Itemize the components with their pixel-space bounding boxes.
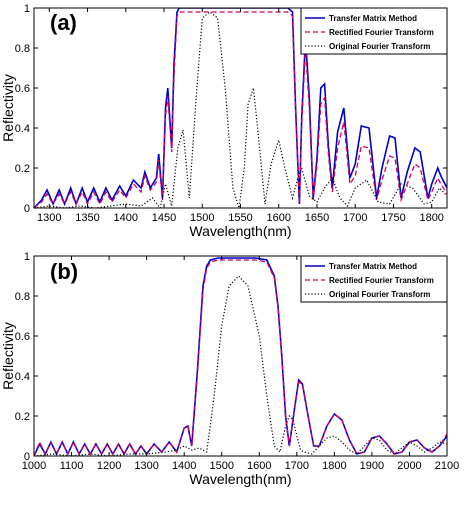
y-tick-label: 0 xyxy=(24,203,30,215)
y-axis-label: Reflectivity xyxy=(0,74,16,142)
x-tick-label: 1300 xyxy=(37,212,61,224)
y-axis-label: Reflectivity xyxy=(0,322,16,390)
legend: Transfer Matrix Method Rectified Fourier … xyxy=(300,7,448,55)
y-tick-label: 1 xyxy=(24,3,30,15)
legend-box xyxy=(300,7,448,55)
y-tick-label: 0.8 xyxy=(15,43,30,55)
y-tick-label: 0.6 xyxy=(15,83,30,95)
x-tick-label: 2000 xyxy=(397,460,421,472)
x-tick-label: 1350 xyxy=(75,212,99,224)
y-tick-label: 0.4 xyxy=(15,123,30,135)
x-tick-label: 1600 xyxy=(247,460,271,472)
y-tick-label: 0.4 xyxy=(15,371,30,383)
x-tick-label: 1200 xyxy=(97,460,121,472)
series-line-3 xyxy=(34,275,447,456)
x-tick-label: 1700 xyxy=(343,212,367,224)
x-tick-label: 1400 xyxy=(172,460,196,472)
y-tick-label: 0.6 xyxy=(15,331,30,343)
x-tick-label: 1800 xyxy=(322,460,346,472)
legend-entry-3: Original Fourier Transform xyxy=(329,290,430,299)
x-tick-label: 1000 xyxy=(22,460,46,472)
x-tick-label: 1650 xyxy=(305,212,329,224)
legend-entry-1: Transfer Matrix Method xyxy=(329,14,417,23)
panel-label: (a) xyxy=(50,10,77,35)
x-tick-label: 1500 xyxy=(209,460,233,472)
y-tick-label: 0.8 xyxy=(15,291,30,303)
x-tick-label: 2100 xyxy=(435,460,459,472)
panel-label: (b) xyxy=(50,259,78,284)
legend-entry-2: Rectified Fourier Transform xyxy=(329,276,434,285)
y-tick-label: 1 xyxy=(24,251,30,263)
y-tick-label: 0 xyxy=(24,451,30,463)
legend-entry-3: Original Fourier Transform xyxy=(329,42,430,51)
series-line-1 xyxy=(34,8,447,208)
legend-entry-2: Rectified Fourier Transform xyxy=(329,28,434,37)
series-line-2 xyxy=(34,11,447,208)
x-axis-label: Wavelength(nm) xyxy=(189,223,291,239)
series-line-2 xyxy=(34,259,447,456)
x-tick-label: 1400 xyxy=(114,212,138,224)
x-axis-label: Wavelength(nm) xyxy=(189,471,291,487)
x-tick-label: 1300 xyxy=(134,460,158,472)
legend-entry-1: Transfer Matrix Method xyxy=(329,262,417,271)
chart-panel-1: 1300 1350 1400 1450 1500 1550 1600 1650 1700 1750… xyxy=(0,3,448,239)
legend-box xyxy=(300,255,448,303)
axes-frame xyxy=(33,255,448,457)
x-tick-label: 1100 xyxy=(60,460,84,472)
x-tick-label: 1500 xyxy=(190,212,214,224)
x-tick-label: 1800 xyxy=(419,212,443,224)
y-tick-label: 0.2 xyxy=(15,163,30,175)
x-tick-label: 1600 xyxy=(266,212,290,224)
legend: Transfer Matrix Method Rectified Fourier … xyxy=(300,255,448,303)
x-tick-label: 1700 xyxy=(285,460,309,472)
chart-panel-2: 1000 1100 1200 1300 1400 1500 1600 1700 1800 1900… xyxy=(0,251,459,487)
x-tick-label: 1450 xyxy=(152,212,176,224)
y-tick-label: 0.2 xyxy=(15,411,30,423)
x-tick-label: 1550 xyxy=(228,212,252,224)
x-tick-label: 1900 xyxy=(360,460,384,472)
x-tick-label: 1750 xyxy=(381,212,405,224)
series-line-3 xyxy=(34,11,447,208)
